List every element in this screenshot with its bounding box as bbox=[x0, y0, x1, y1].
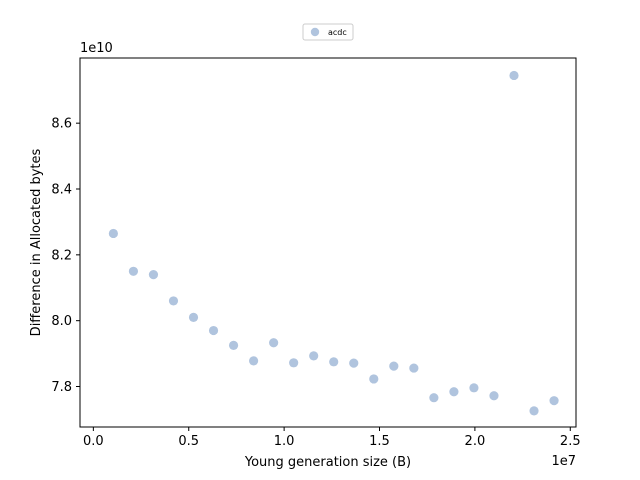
y-tick-label: 8.6 bbox=[51, 117, 72, 132]
data-point bbox=[289, 358, 299, 368]
legend-marker bbox=[310, 27, 320, 37]
data-point bbox=[128, 266, 139, 276]
plot-area bbox=[108, 70, 559, 416]
data-point bbox=[249, 356, 259, 366]
data-point bbox=[108, 228, 118, 239]
data-point bbox=[389, 361, 399, 371]
data-point bbox=[489, 391, 499, 401]
data-point bbox=[349, 358, 359, 368]
data-point bbox=[309, 351, 319, 361]
legend-label: acdc bbox=[328, 28, 347, 37]
y-tick-label: 8.4 bbox=[51, 183, 72, 198]
y-offset-text: 1e10 bbox=[80, 41, 113, 56]
x-tick-label: 2.5 bbox=[560, 434, 581, 449]
data-point bbox=[269, 338, 279, 348]
x-axis-label: Young generation size (B) bbox=[244, 455, 411, 470]
legend: acdc bbox=[302, 23, 354, 41]
data-point bbox=[148, 269, 159, 280]
y-tick-label: 8.0 bbox=[51, 314, 72, 329]
data-point bbox=[168, 296, 179, 306]
x-tick-label: 0.0 bbox=[83, 434, 104, 449]
data-point bbox=[208, 325, 219, 336]
data-point bbox=[188, 312, 199, 322]
data-point bbox=[449, 387, 459, 397]
x-offset-text: 1e7 bbox=[551, 454, 576, 469]
data-point bbox=[369, 374, 379, 384]
data-point bbox=[329, 357, 339, 367]
x-tick-label: 2.0 bbox=[465, 434, 486, 449]
y-tick-label: 8.2 bbox=[51, 248, 72, 263]
y-tick-label: 7.8 bbox=[51, 380, 72, 395]
data-point bbox=[469, 383, 479, 393]
data-point bbox=[509, 70, 519, 81]
data-point bbox=[549, 396, 559, 406]
x-tick-label: 1.5 bbox=[369, 434, 390, 449]
axes: 0.0 0.5 1.0 1.5 2.0 2.5 7.8 8.0 8.2 8.4 8.6 1e10 1e7… bbox=[29, 41, 581, 470]
axes-frame bbox=[79, 57, 577, 428]
x-tick-label: 0.5 bbox=[178, 434, 199, 449]
x-tick-label: 1.0 bbox=[274, 434, 295, 449]
data-point bbox=[228, 340, 239, 350]
y-axis-label: Difference in Allocated bytes bbox=[29, 148, 44, 336]
data-point bbox=[429, 393, 439, 403]
data-point bbox=[409, 363, 419, 373]
data-point bbox=[529, 406, 539, 416]
